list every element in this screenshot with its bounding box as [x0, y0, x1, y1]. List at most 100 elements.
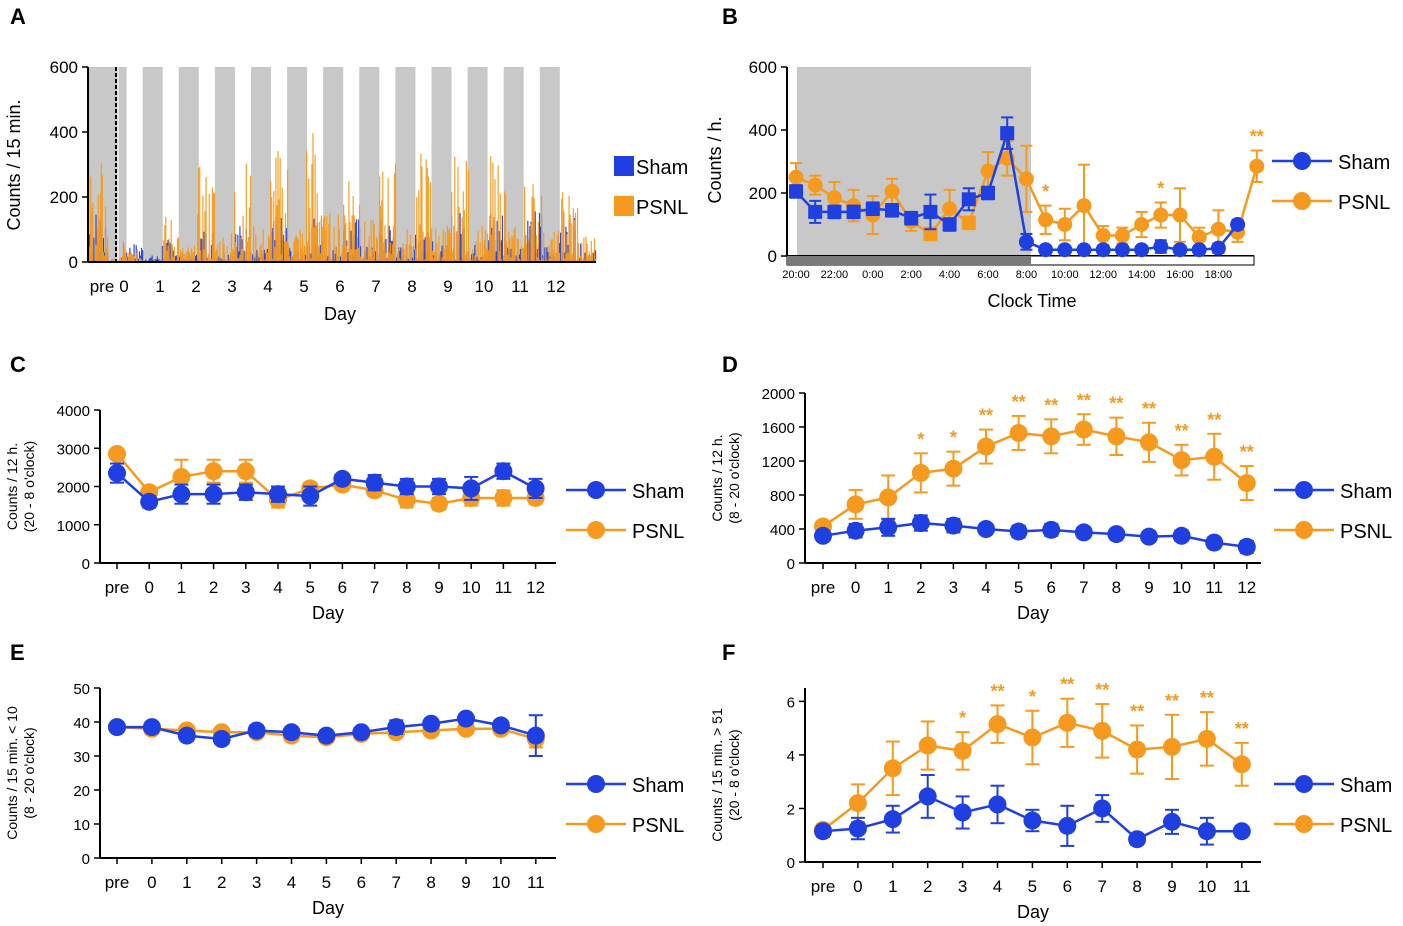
- activity-bar: [409, 234, 411, 262]
- panel-f-legend-marker-psnl: [1295, 815, 1313, 833]
- activity-bar: [172, 250, 174, 262]
- activity-bar: [402, 243, 404, 262]
- activity-bar: [513, 229, 515, 262]
- data-point: [397, 477, 416, 496]
- data-point: [885, 203, 899, 218]
- activity-bar: [149, 257, 151, 262]
- panel-a-y-tick-label: 600: [50, 58, 78, 77]
- activity-bar: [156, 256, 158, 262]
- activity-bar: [259, 246, 261, 262]
- activity-bar: [127, 256, 129, 262]
- activity-bar: [561, 198, 563, 262]
- panel-c-y-tick-label: 4000: [57, 403, 90, 420]
- data-point: [204, 462, 223, 481]
- panel-d-y-tick-label: 400: [770, 522, 795, 539]
- activity-bar: [134, 258, 136, 262]
- night-shade: [467, 67, 488, 262]
- activity-bar: [531, 196, 533, 262]
- activity-bar: [157, 259, 160, 262]
- data-point: [1191, 229, 1207, 245]
- activity-bar: [594, 259, 597, 262]
- activity-bar: [304, 254, 307, 262]
- activity-bar: [502, 255, 505, 262]
- data-point: [911, 514, 930, 533]
- data-point: [1210, 240, 1226, 256]
- activity-bar: [397, 253, 399, 262]
- activity-bar: [479, 242, 481, 262]
- data-point: [1042, 427, 1061, 446]
- x-tick-label: 10: [1197, 877, 1216, 896]
- activity-bar: [179, 256, 181, 262]
- activity-bar: [422, 231, 424, 262]
- activity-bar: [587, 255, 589, 262]
- activity-bar: [410, 245, 412, 262]
- activity-bar: [503, 191, 506, 262]
- activity-bar: [528, 239, 530, 262]
- activity-bar: [228, 256, 230, 262]
- activity-bar: [454, 156, 456, 262]
- activity-bar: [176, 238, 179, 262]
- activity-bar: [533, 198, 535, 262]
- activity-bar: [161, 245, 163, 262]
- y-axis-subtitle: (8 - 20 o'clock): [726, 432, 742, 523]
- activity-bar: [592, 252, 595, 262]
- activity-bar: [580, 243, 582, 262]
- activity-bar: [192, 252, 194, 262]
- data-point: [1230, 217, 1246, 232]
- activity-bar: [390, 254, 392, 262]
- data-point: [944, 459, 963, 478]
- activity-bar: [172, 256, 174, 262]
- activity-bar: [352, 195, 354, 262]
- activity-bar: [547, 252, 549, 262]
- activity-bar: [98, 218, 100, 262]
- x-tick-label: 3: [252, 873, 261, 892]
- panel-a-legend-label-sham: Sham: [636, 157, 688, 179]
- activity-bar: [369, 256, 371, 262]
- activity-bar: [344, 215, 346, 262]
- significance-mark: *: [1042, 182, 1049, 202]
- activity-bar: [135, 253, 137, 262]
- activity-bar: [575, 259, 578, 262]
- activity-bar: [355, 219, 357, 262]
- data-point: [1163, 737, 1181, 756]
- activity-bar: [473, 253, 475, 262]
- activity-bar: [588, 251, 590, 262]
- night-shade: [323, 67, 344, 262]
- data-point: [1163, 812, 1181, 831]
- activity-bar: [448, 228, 451, 262]
- data-point: [140, 492, 159, 511]
- activity-bar: [294, 238, 296, 262]
- x-tick-label: 16:00: [1166, 269, 1194, 281]
- activity-bar: [398, 248, 400, 262]
- data-point: [282, 723, 301, 742]
- data-point: [807, 177, 823, 193]
- activity-bar: [367, 248, 369, 262]
- activity-bar: [494, 179, 496, 262]
- activity-bar: [295, 234, 297, 262]
- x-tick-label: 8: [1132, 877, 1141, 896]
- activity-bar: [537, 222, 539, 262]
- data-point: [1093, 721, 1112, 740]
- activity-bar: [332, 250, 334, 262]
- activity-bar: [461, 217, 463, 262]
- data-point: [1095, 242, 1111, 258]
- x-tick-label: 7: [371, 277, 380, 296]
- activity-bar: [441, 245, 443, 262]
- activity-bar: [511, 235, 513, 262]
- activity-bar: [169, 259, 171, 262]
- activity-bar: [345, 222, 347, 262]
- activity-bar: [303, 245, 306, 262]
- data-point: [1128, 740, 1147, 759]
- activity-bar: [354, 222, 356, 262]
- activity-bar: [480, 258, 482, 262]
- data-point: [1018, 171, 1034, 187]
- significance-mark: **: [1012, 392, 1026, 412]
- activity-bar: [185, 254, 187, 262]
- activity-bar: [366, 246, 368, 262]
- activity-bar: [589, 256, 591, 262]
- activity-bar: [187, 247, 189, 262]
- panel-a-y-tick-label: 400: [50, 123, 78, 142]
- activity-bar: [299, 230, 301, 262]
- activity-bar: [591, 252, 593, 262]
- x-tick-label: 5: [299, 277, 308, 296]
